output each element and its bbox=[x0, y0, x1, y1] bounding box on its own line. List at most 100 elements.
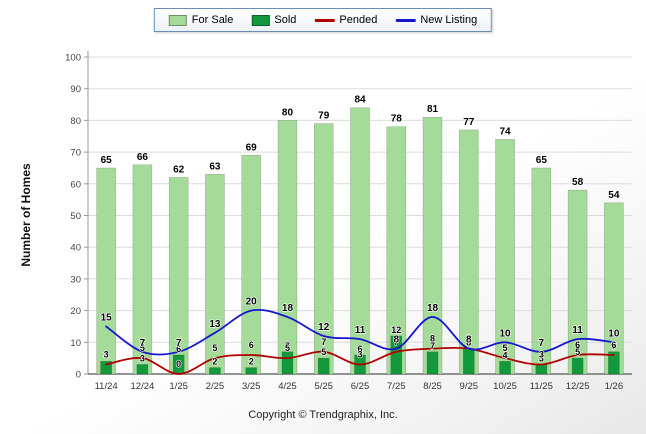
svg-text:70: 70 bbox=[70, 148, 81, 159]
svg-text:3: 3 bbox=[539, 353, 544, 363]
legend-item-pended: Pended bbox=[314, 14, 377, 26]
svg-text:18: 18 bbox=[427, 303, 439, 314]
svg-text:60: 60 bbox=[70, 179, 81, 190]
svg-text:11/25: 11/25 bbox=[530, 381, 553, 392]
legend: For Sale Sold Pended New Listing bbox=[153, 8, 493, 32]
svg-text:65: 65 bbox=[101, 155, 113, 166]
svg-text:6: 6 bbox=[357, 344, 362, 354]
svg-text:2: 2 bbox=[249, 357, 254, 367]
svg-text:4: 4 bbox=[503, 350, 508, 360]
legend-label-pended: Pended bbox=[339, 14, 378, 26]
legend-swatch-pended-icon bbox=[314, 18, 335, 22]
x-category-labels: 11/24 12/24 1/25 2/25 3/25 4/25 5/25 6/25 7/25 8/… bbox=[95, 381, 624, 392]
svg-text:4/25: 4/25 bbox=[278, 381, 297, 392]
svg-text:1/25: 1/25 bbox=[169, 381, 188, 392]
svg-text:40: 40 bbox=[70, 243, 81, 254]
svg-text:30: 30 bbox=[70, 274, 81, 285]
svg-text:3: 3 bbox=[357, 349, 362, 359]
svg-text:6: 6 bbox=[611, 340, 616, 350]
svg-text:11: 11 bbox=[355, 325, 366, 336]
svg-text:80: 80 bbox=[282, 107, 294, 118]
svg-text:100: 100 bbox=[65, 53, 81, 64]
svg-text:54: 54 bbox=[608, 190, 620, 201]
svg-text:7: 7 bbox=[285, 341, 290, 351]
value-labels-new-listing: 15 7 7 13 20 18 12 11 8 18 8 10 7 11 10 bbox=[100, 296, 620, 349]
svg-text:18: 18 bbox=[282, 303, 294, 314]
svg-text:7: 7 bbox=[394, 337, 399, 347]
svg-text:10: 10 bbox=[70, 338, 81, 349]
svg-text:12: 12 bbox=[318, 322, 330, 333]
svg-text:1/26: 1/26 bbox=[605, 381, 624, 392]
svg-text:81: 81 bbox=[427, 104, 439, 115]
svg-text:0: 0 bbox=[176, 359, 181, 369]
svg-text:3: 3 bbox=[104, 349, 109, 359]
svg-text:13: 13 bbox=[209, 319, 221, 330]
svg-text:7: 7 bbox=[539, 338, 545, 349]
svg-text:66: 66 bbox=[137, 152, 149, 163]
legend-label-for-sale: For Sale bbox=[191, 14, 234, 26]
svg-text:78: 78 bbox=[391, 114, 403, 125]
svg-text:8: 8 bbox=[393, 335, 399, 346]
svg-text:11/24: 11/24 bbox=[95, 381, 118, 392]
svg-text:5: 5 bbox=[285, 343, 290, 353]
y-axis-title: Number of Homes bbox=[19, 163, 33, 267]
svg-text:12: 12 bbox=[391, 325, 401, 335]
copyright-text: Copyright © Trendgraphix, Inc. bbox=[248, 409, 398, 421]
legend-item-sold: Sold bbox=[251, 14, 296, 26]
svg-text:10/25: 10/25 bbox=[493, 381, 517, 392]
legend-swatch-sold-icon bbox=[251, 14, 270, 26]
svg-text:5: 5 bbox=[212, 343, 217, 353]
svg-text:90: 90 bbox=[70, 84, 81, 95]
svg-text:20: 20 bbox=[246, 297, 258, 308]
svg-text:6/25: 6/25 bbox=[351, 381, 370, 392]
svg-text:7/25: 7/25 bbox=[387, 381, 406, 392]
svg-text:8: 8 bbox=[430, 334, 435, 344]
legend-swatch-for-sale-icon bbox=[168, 14, 187, 26]
svg-text:8/25: 8/25 bbox=[423, 381, 442, 392]
svg-text:8: 8 bbox=[466, 335, 472, 346]
svg-text:7: 7 bbox=[176, 338, 182, 349]
svg-text:11: 11 bbox=[572, 325, 583, 336]
svg-text:3: 3 bbox=[539, 349, 544, 359]
line-pended bbox=[105, 346, 615, 375]
svg-text:7: 7 bbox=[321, 337, 326, 347]
legend-item-for-sale: For Sale bbox=[168, 14, 234, 26]
svg-text:8: 8 bbox=[466, 334, 471, 344]
svg-text:6: 6 bbox=[249, 340, 254, 350]
svg-text:65: 65 bbox=[536, 155, 548, 166]
svg-text:5: 5 bbox=[140, 343, 145, 353]
legend-label-new-listing: New Listing bbox=[420, 14, 478, 26]
svg-text:50: 50 bbox=[70, 211, 81, 222]
svg-text:2/25: 2/25 bbox=[206, 381, 225, 392]
legend-label-sold: Sold bbox=[274, 14, 297, 26]
legend-swatch-new-listing-icon bbox=[395, 18, 416, 22]
svg-text:10: 10 bbox=[500, 328, 512, 339]
y-tick-labels: 0 10 20 30 40 50 60 70 80 90 100 bbox=[65, 53, 88, 381]
svg-text:79: 79 bbox=[318, 111, 330, 122]
value-labels-for-sale: 65 66 62 63 69 80 79 84 78 81 77 74 65 58 54 bbox=[100, 94, 620, 201]
svg-text:12/24: 12/24 bbox=[131, 381, 155, 392]
svg-text:5: 5 bbox=[575, 347, 580, 357]
svg-text:5: 5 bbox=[503, 343, 508, 353]
svg-text:62: 62 bbox=[173, 164, 185, 175]
svg-text:77: 77 bbox=[463, 117, 475, 128]
svg-text:7: 7 bbox=[611, 341, 616, 351]
svg-text:7: 7 bbox=[140, 338, 146, 349]
svg-text:15: 15 bbox=[101, 312, 113, 323]
svg-text:12/25: 12/25 bbox=[566, 381, 590, 392]
svg-text:6: 6 bbox=[575, 340, 580, 350]
svg-text:3/25: 3/25 bbox=[242, 381, 261, 392]
svg-text:5/25: 5/25 bbox=[314, 381, 333, 392]
svg-text:69: 69 bbox=[246, 142, 258, 153]
svg-text:10: 10 bbox=[608, 328, 620, 339]
svg-text:6: 6 bbox=[176, 344, 181, 354]
svg-text:5: 5 bbox=[321, 347, 326, 357]
svg-text:2: 2 bbox=[212, 357, 217, 367]
svg-text:3: 3 bbox=[140, 353, 145, 363]
svg-text:0: 0 bbox=[76, 370, 81, 381]
svg-text:80: 80 bbox=[70, 116, 81, 127]
